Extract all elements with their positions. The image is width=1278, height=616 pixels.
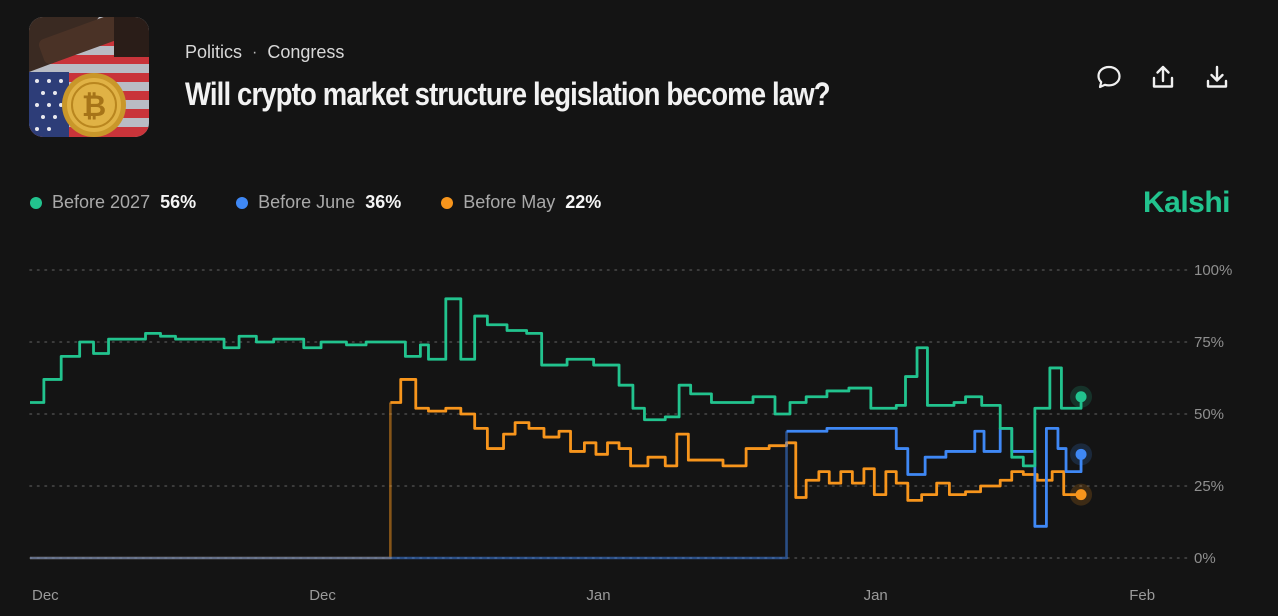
y-tick-label: 75%	[1194, 334, 1224, 351]
y-tick-label: 0%	[1194, 550, 1216, 567]
y-tick-label: 100%	[1194, 262, 1232, 279]
legend-dot	[30, 196, 42, 209]
x-axis-labels: Dec Dec Jan Jan Feb	[32, 587, 1155, 604]
series-endpoint[interactable]	[1075, 448, 1087, 460]
series-endpoint[interactable]	[1075, 391, 1087, 403]
x-tick-label: Dec	[32, 587, 59, 604]
x-tick-label: Jan	[586, 587, 610, 604]
legend-item-before-may[interactable]: Before May 22%	[441, 192, 601, 213]
legend-value: 36%	[365, 192, 402, 212]
legend-item-before-2027[interactable]: Before 2027 56%	[30, 192, 196, 213]
series-line-faded	[30, 402, 392, 560]
series-line[interactable]	[786, 426, 1083, 528]
page-title: Will crypto market structure legislation…	[185, 76, 831, 112]
legend-label: Before 2027	[52, 192, 151, 212]
x-tick-label: Dec	[309, 587, 336, 604]
share-button[interactable]	[1150, 62, 1176, 92]
x-tick-label: Jan	[864, 587, 888, 604]
breadcrumb-subcategory[interactable]: Congress	[267, 42, 345, 62]
series-line-faded	[30, 431, 788, 560]
legend-value: 22%	[565, 192, 602, 212]
svg-text:₿: ₿	[82, 89, 106, 124]
legend-dot	[441, 196, 454, 209]
series-endpoint[interactable]	[1075, 489, 1087, 501]
chart-gridlines	[29, 269, 1191, 559]
breadcrumb-category[interactable]: Politics	[185, 42, 243, 62]
header-actions	[1096, 62, 1230, 92]
y-tick-label: 50%	[1194, 406, 1224, 423]
share-icon	[1152, 65, 1174, 88]
bitcoin-flag-image: ₿	[29, 17, 149, 137]
kalshi-logo[interactable]: Kalshi	[1142, 186, 1231, 219]
download-button[interactable]	[1204, 62, 1230, 92]
y-tick-label: 25%	[1194, 478, 1224, 495]
market-thumbnail: ₿	[29, 17, 149, 137]
legend-item-before-june[interactable]: Before June 36%	[236, 192, 401, 213]
download-icon	[1206, 65, 1228, 88]
chart-legend: Before 2027 56% Before June 36% Before M…	[30, 192, 601, 213]
y-axis-labels: 100% 75% 50% 25% 0%	[1194, 262, 1232, 567]
legend-dot	[236, 196, 249, 209]
breadcrumb: Politics · Congress	[185, 42, 344, 63]
series-line[interactable]	[30, 297, 1083, 468]
breadcrumb-separator: ·	[252, 43, 258, 61]
comment-button[interactable]	[1096, 62, 1122, 92]
chart-series	[30, 297, 1093, 560]
x-tick-label: Feb	[1129, 587, 1155, 604]
legend-label: Before May	[463, 192, 556, 212]
legend-label: Before June	[258, 192, 356, 212]
series-line[interactable]	[390, 378, 1082, 502]
comment-icon	[1097, 65, 1121, 89]
legend-value: 56%	[160, 192, 197, 212]
